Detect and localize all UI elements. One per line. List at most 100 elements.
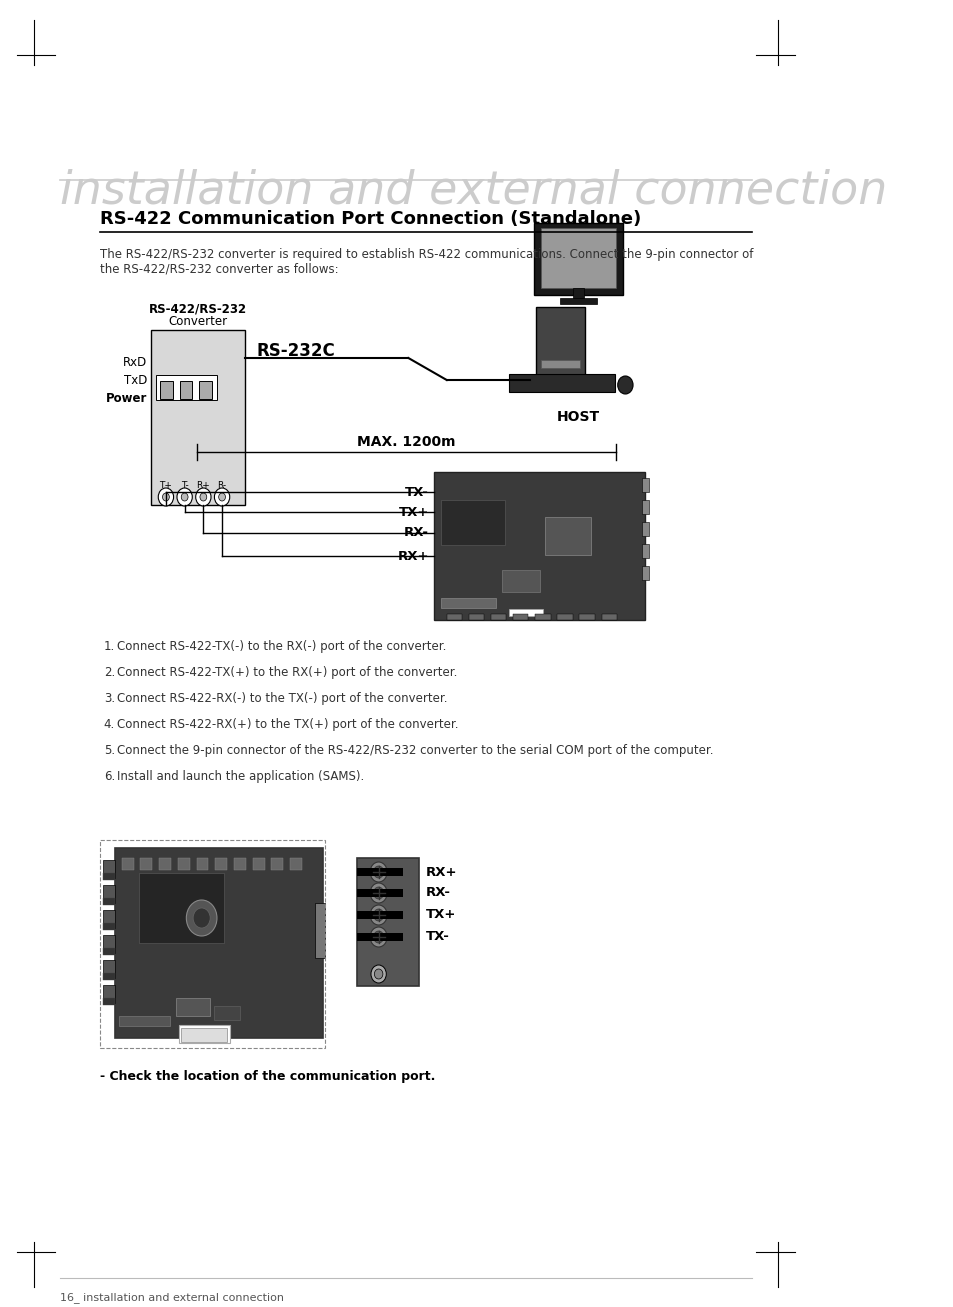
Bar (199, 382, 212, 399)
Text: The RS-422/RS-232 converter is required to establish RS-422 communications. Conn: The RS-422/RS-232 converter is required … (100, 248, 753, 261)
Text: R-: R- (217, 481, 227, 490)
Bar (440, 501, 504, 545)
Circle shape (370, 904, 387, 925)
Circle shape (374, 931, 383, 942)
Bar (641, 501, 649, 514)
Bar (103, 873, 114, 880)
Bar (103, 999, 114, 1005)
Bar (253, 857, 264, 870)
Circle shape (374, 867, 383, 878)
Bar (103, 923, 114, 931)
Circle shape (162, 493, 169, 501)
Bar (181, 1029, 227, 1042)
Bar (215, 857, 227, 870)
Text: 3.: 3. (104, 691, 114, 704)
Text: HOST: HOST (557, 410, 599, 423)
Bar (119, 1016, 170, 1026)
Bar (357, 857, 418, 985)
Bar (357, 933, 403, 941)
Bar (559, 298, 597, 305)
Bar (103, 885, 114, 903)
Text: TX+: TX+ (398, 506, 429, 519)
Bar (179, 382, 193, 399)
Circle shape (370, 927, 387, 948)
Circle shape (370, 863, 387, 882)
Bar (103, 972, 114, 980)
Text: 16_ installation and external connection: 16_ installation and external connection (59, 1293, 283, 1303)
Bar (641, 544, 649, 558)
Bar (103, 948, 114, 955)
Circle shape (200, 493, 207, 501)
Text: Connect RS-422-RX(+) to the TX(+) port of the converter.: Connect RS-422-RX(+) to the TX(+) port o… (117, 718, 458, 731)
Text: the RS-422/RS-232 converter as follows:: the RS-422/RS-232 converter as follows: (100, 263, 338, 276)
Bar (508, 374, 615, 392)
Bar (122, 857, 133, 870)
Circle shape (618, 376, 633, 393)
Text: RxD: RxD (123, 356, 147, 369)
Circle shape (177, 488, 193, 506)
Bar (103, 985, 114, 1002)
Text: Connect the 9-pin connector of the RS-422/RS-232 converter to the serial COM por: Connect the 9-pin connector of the RS-42… (117, 744, 713, 757)
Bar (468, 614, 483, 620)
Text: Install and launch the application (SAMS).: Install and launch the application (SAMS… (117, 770, 364, 783)
Text: Connect RS-422-TX(+) to the RX(+) port of the converter.: Connect RS-422-TX(+) to the RX(+) port o… (117, 667, 457, 680)
Bar (536, 307, 585, 375)
Text: RX+: RX+ (396, 549, 429, 562)
Bar (641, 478, 649, 491)
Text: RX+: RX+ (425, 865, 456, 878)
Bar (440, 599, 496, 608)
Bar (196, 857, 209, 870)
Bar (491, 614, 506, 620)
Text: - Check the location of the communication port.: - Check the location of the communicatio… (100, 1070, 436, 1084)
Text: TX+: TX+ (425, 908, 456, 921)
Text: RS-232C: RS-232C (256, 342, 335, 359)
Bar (601, 614, 617, 620)
Text: T-: T- (180, 481, 189, 490)
Bar (233, 857, 246, 870)
Text: Converter: Converter (169, 315, 228, 328)
Bar (114, 848, 323, 1038)
Text: TX-: TX- (404, 485, 429, 498)
Circle shape (195, 488, 211, 506)
Bar (578, 614, 594, 620)
Bar (152, 329, 245, 505)
Text: TxD: TxD (124, 374, 147, 387)
Circle shape (193, 908, 210, 928)
Text: RX-: RX- (425, 886, 450, 899)
Bar (434, 472, 644, 620)
Text: RS-422/RS-232: RS-422/RS-232 (149, 302, 247, 315)
Bar (357, 889, 403, 897)
Bar (159, 857, 171, 870)
Circle shape (374, 968, 382, 979)
Text: R+: R+ (196, 481, 210, 490)
Bar (501, 570, 539, 592)
Text: 1.: 1. (104, 640, 115, 654)
Text: 5.: 5. (104, 744, 114, 757)
Bar (272, 857, 283, 870)
Text: installation and external connection: installation and external connection (59, 169, 886, 213)
Bar (535, 614, 550, 620)
Bar (540, 227, 616, 288)
Bar (140, 857, 152, 870)
Circle shape (181, 493, 188, 501)
Bar (103, 910, 114, 928)
Circle shape (371, 965, 386, 983)
Circle shape (374, 887, 383, 899)
Bar (357, 868, 403, 876)
Bar (557, 614, 572, 620)
Bar (178, 1025, 230, 1043)
Bar (103, 860, 114, 878)
Text: T+: T+ (159, 481, 172, 490)
Circle shape (214, 488, 230, 506)
Text: RX-: RX- (403, 527, 429, 540)
Bar (103, 961, 114, 978)
Text: Power: Power (106, 392, 147, 404)
Bar (573, 288, 583, 301)
Circle shape (218, 493, 225, 501)
Text: 2.: 2. (104, 667, 115, 680)
Text: 4.: 4. (104, 718, 115, 731)
Circle shape (374, 908, 383, 921)
Bar (155, 375, 216, 400)
Bar (103, 935, 114, 953)
Text: TX-: TX- (425, 931, 449, 944)
